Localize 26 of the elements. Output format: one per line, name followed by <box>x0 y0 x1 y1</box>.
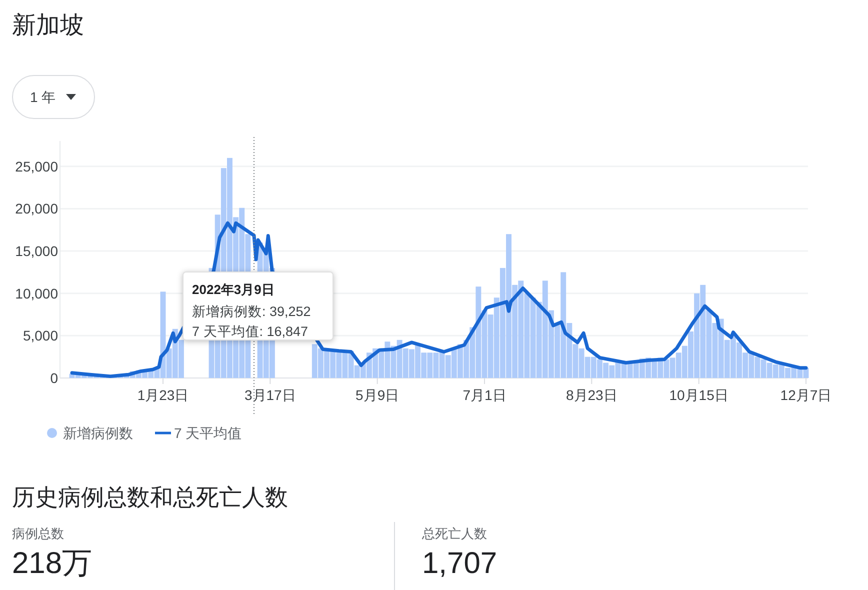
y-tick-label: 10,000 <box>15 285 58 302</box>
legend-label: 7 天平均值 <box>174 425 242 441</box>
text: 1,707 <box>422 547 498 580</box>
annotation: 新增病例数: 39,252 <box>192 304 311 319</box>
text: 总死亡人数 <box>421 526 487 541</box>
text: 病例总数 <box>12 526 64 541</box>
tooltip: 2022年3月9日 新增病例数: 39,252 7 天平均值: 16,847 <box>182 272 334 340</box>
y-tick-label: 15,000 <box>15 243 58 260</box>
x-tick-label: 1月23日 <box>137 387 189 403</box>
chart-title: 新加坡 <box>12 12 84 39</box>
x-tick-label: 3月17日 <box>244 387 296 403</box>
x-tick-label: 7月1日 <box>462 387 506 403</box>
y-tick-label: 5,000 <box>22 328 58 344</box>
x-tick-label: 5月9日 <box>356 387 400 403</box>
text: 218万 <box>12 547 92 580</box>
annotation: 7 天平均值: 16,847 <box>192 324 308 339</box>
y-tick-label: 25,000 <box>15 158 58 174</box>
button: 1 年 <box>12 75 95 119</box>
y-tick-label: 0 <box>50 370 58 386</box>
x-tick-label: 8月23日 <box>566 387 618 403</box>
y-tick-label: 20,000 <box>15 200 58 217</box>
legend-label: 新增病例数 <box>63 425 133 441</box>
x-tick-label: 12月7日 <box>780 387 832 403</box>
x-tick-label: 10月15日 <box>669 387 728 403</box>
annotation: 2022年3月9日 <box>192 282 274 297</box>
text: 历史病例总数和总死亡人数 <box>12 484 288 510</box>
